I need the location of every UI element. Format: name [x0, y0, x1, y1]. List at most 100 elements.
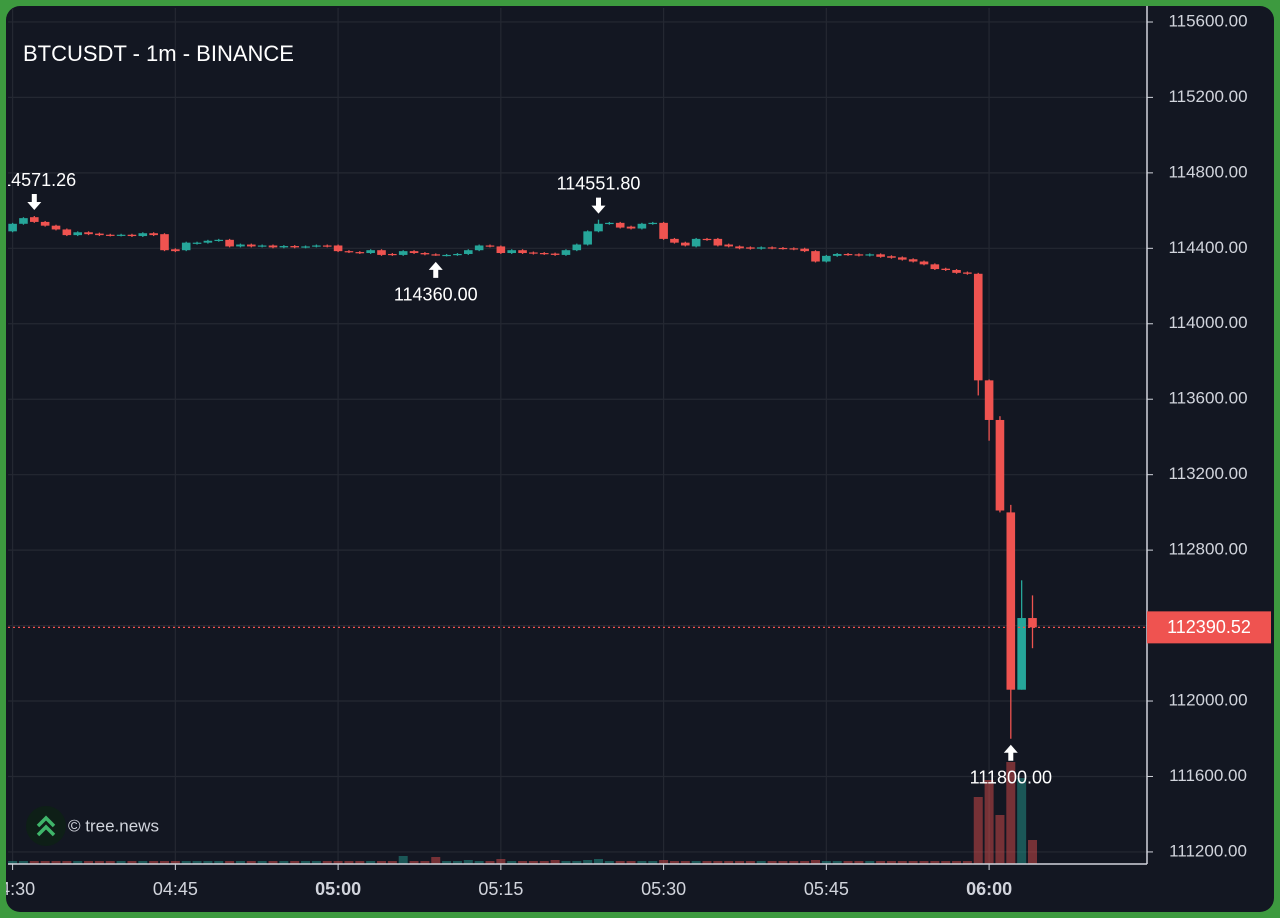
- volume-bar: [225, 861, 235, 864]
- candle-body: [735, 246, 744, 249]
- candle-body: [702, 238, 712, 241]
- candle-body: [344, 251, 354, 253]
- candle-body: [963, 272, 972, 274]
- candle-body: [952, 270, 961, 273]
- arrow-up: [428, 261, 443, 278]
- candle-body: [171, 249, 180, 252]
- volume-bar: [648, 861, 658, 864]
- volume-bar: [94, 861, 104, 864]
- arrow-down: [27, 194, 42, 211]
- volume-bar: [73, 861, 83, 864]
- volume-bar: [333, 861, 343, 864]
- candle-body: [746, 247, 755, 249]
- volume-bar: [735, 861, 745, 864]
- candle-body: [95, 233, 104, 236]
- volume-bar: [713, 861, 723, 864]
- volume-bar: [843, 861, 853, 864]
- y-tick-label: 114400.00: [1168, 238, 1247, 257]
- y-tick-label: 113600.00: [1168, 389, 1247, 408]
- candle-body: [192, 242, 202, 244]
- candle-body: [811, 251, 820, 262]
- candle-body: [84, 232, 93, 235]
- volume-bar: [485, 861, 495, 864]
- volume-bar: [952, 861, 962, 864]
- y-tick-label: 112000.00: [1168, 691, 1247, 710]
- volume-bar: [160, 861, 169, 864]
- x-tick-label: 04:45: [153, 879, 198, 899]
- candle-body: [388, 253, 397, 256]
- volume-bar: [149, 861, 159, 864]
- volume-bar: [355, 861, 365, 864]
- volume-bar: [702, 861, 712, 864]
- candle-body: [973, 273, 983, 381]
- volume-bar: [680, 861, 690, 864]
- volume-bar: [941, 861, 951, 864]
- candle-body: [626, 226, 636, 229]
- candle-body: [518, 250, 527, 254]
- candle-body: [681, 242, 690, 246]
- candle-body: [268, 245, 278, 248]
- candle-body: [713, 238, 723, 246]
- volume-bar: [301, 861, 311, 864]
- candle-body: [724, 244, 733, 247]
- candle-body: [800, 248, 809, 252]
- volume-bar: [604, 861, 614, 864]
- watermark-text: © tree.news: [68, 816, 159, 835]
- volume-bar: [246, 861, 256, 864]
- volume-bar: [311, 861, 321, 864]
- candle-body: [431, 254, 441, 256]
- candle-body: [615, 222, 625, 228]
- candle-body: [659, 222, 668, 239]
- volume-bar: [420, 861, 430, 864]
- volume-bar: [756, 861, 766, 864]
- candle-body: [941, 268, 950, 271]
- volume-bar: [507, 861, 517, 864]
- candle-body: [420, 253, 430, 255]
- candle-body: [464, 250, 473, 254]
- volume-bar: [745, 861, 755, 864]
- volume-bar: [192, 861, 202, 864]
- candle-body: [778, 247, 788, 250]
- annotation-label: 111800.00: [970, 768, 1052, 788]
- volume-bar: [876, 861, 886, 864]
- candle-body: [908, 259, 918, 262]
- candle-body: [550, 253, 560, 255]
- volume-bar: [908, 861, 918, 864]
- volume-bar: [51, 861, 61, 864]
- candle-body: [1006, 512, 1016, 690]
- volume-bar: [496, 859, 506, 864]
- volume-bar: [442, 861, 452, 864]
- candle-body: [333, 245, 343, 252]
- candle-body: [984, 380, 994, 420]
- volume-bar: [8, 861, 18, 864]
- last-price-label: 112390.52: [1167, 617, 1251, 637]
- candle-body: [105, 234, 115, 236]
- volume-bar: [767, 861, 777, 864]
- candle-body: [887, 256, 896, 258]
- candle-body: [247, 244, 256, 247]
- candle-layer: [8, 216, 1037, 739]
- volume-bar: [528, 861, 538, 864]
- volume-bar: [615, 861, 625, 864]
- volume-bar: [832, 861, 842, 864]
- candle-body: [290, 246, 299, 248]
- candle-body: [865, 254, 875, 256]
- watermark: © tree.news: [26, 806, 159, 846]
- candle-body: [377, 250, 386, 255]
- volume-bar: [626, 861, 636, 864]
- candle-body: [203, 240, 213, 243]
- x-tick-label: 05:45: [804, 879, 849, 899]
- candle-body: [62, 229, 72, 236]
- volume-bar: [659, 860, 669, 864]
- candle-body: [507, 250, 516, 254]
- candle-body: [529, 252, 538, 254]
- volume-bar: [821, 861, 831, 864]
- candle-body: [822, 255, 831, 262]
- volume-bar: [40, 861, 50, 864]
- candle-body: [539, 253, 549, 255]
- candle-body: [19, 218, 28, 224]
- candle-body: [898, 257, 907, 260]
- candle-body: [876, 254, 885, 257]
- volume-bar: [539, 861, 549, 864]
